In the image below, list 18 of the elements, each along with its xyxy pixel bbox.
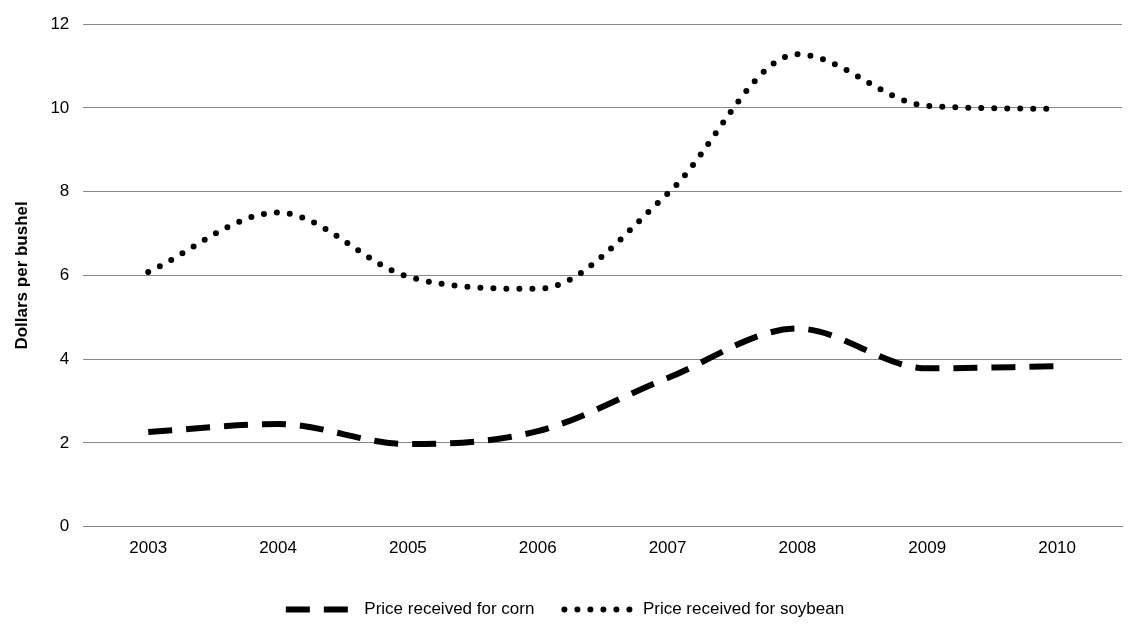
y-tick-label: 4	[59, 348, 70, 368]
legend-label: Price received for corn	[364, 599, 535, 619]
y-tick-label: 12	[50, 13, 70, 33]
x-tick-label: 2004	[259, 538, 297, 558]
x-tick-label: 2005	[388, 538, 427, 558]
x-tick-label: 2003	[129, 538, 168, 558]
y-tick-label: 2	[59, 432, 70, 452]
y-tick-label: 10	[50, 97, 70, 117]
x-tick-label: 2010	[1038, 538, 1076, 558]
x-tick-label: 2007	[648, 538, 687, 558]
x-tick-label: 2008	[778, 538, 817, 558]
y-tick-label: 8	[59, 181, 70, 201]
legend-label: Price received for soybean	[642, 599, 845, 619]
y-axis-title: Dollars per bushel	[11, 201, 31, 350]
y-tick-label: 0	[59, 516, 70, 536]
x-tick-label: 2009	[908, 538, 947, 558]
x-tick-label: 2006	[518, 538, 557, 558]
y-tick-label: 6	[59, 265, 70, 285]
